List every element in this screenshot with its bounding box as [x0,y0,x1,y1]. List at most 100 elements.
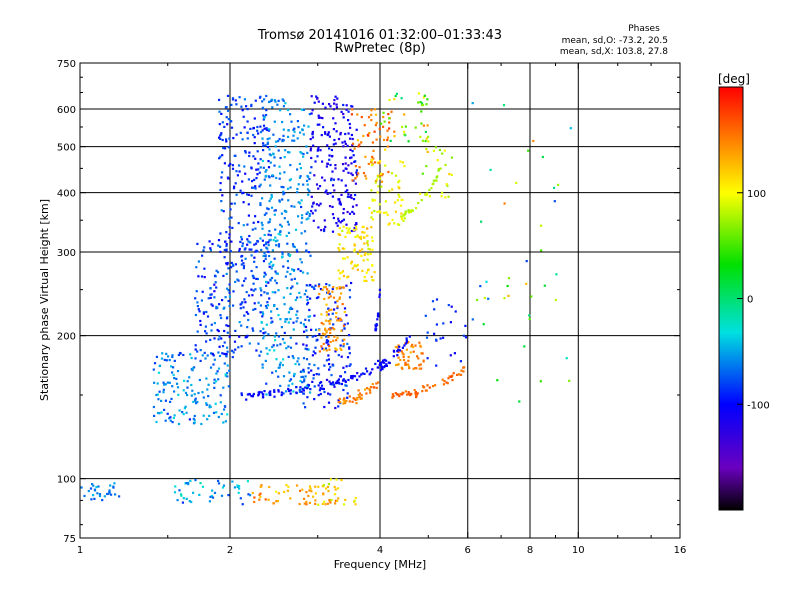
data-point [226,372,229,375]
data-point [164,399,167,402]
data-point [218,335,221,338]
data-point [279,343,282,346]
data-point [287,345,290,348]
data-point [298,363,301,366]
data-point [356,234,359,237]
data-point [163,358,166,361]
data-point [254,157,257,160]
data-point [274,279,277,282]
data-point [351,210,354,213]
data-point [290,287,293,290]
data-point [302,389,305,392]
data-point [265,127,268,130]
data-point [169,400,172,403]
data-point [317,394,320,397]
data-point [259,330,262,333]
data-point [344,156,347,159]
data-point [309,487,312,490]
data-point [233,185,236,188]
data-point [217,367,221,370]
data-point [403,130,406,133]
data-point [569,127,572,130]
data-point [347,164,350,167]
data-point [366,241,369,244]
data-point [308,363,311,366]
data-point [270,206,274,209]
data-point [238,249,241,252]
data-point [259,95,262,98]
data-point [450,156,453,159]
data-point [427,140,430,143]
data-point [297,215,300,218]
data-point [234,99,237,102]
data-point [199,482,202,485]
data-point [194,397,197,400]
data-point [263,98,266,101]
data-point [355,225,358,228]
data-point [376,315,380,318]
data-point [315,95,318,98]
data-point [215,372,218,375]
data-point [244,301,247,304]
data-point [420,102,424,105]
data-point [437,168,440,171]
data-point [323,500,326,503]
data-point [321,288,324,291]
data-point [251,294,254,297]
data-point [343,140,346,143]
data-point [257,301,260,304]
data-point [362,134,365,138]
data-point [201,290,204,293]
data-point [205,332,208,335]
data-point [378,174,382,177]
data-point [385,364,388,367]
data-point [107,492,110,495]
data-point [333,328,336,331]
data-point [168,359,171,362]
data-point [328,368,331,371]
data-point [319,392,322,396]
data-point [322,348,326,351]
data-point [348,395,351,398]
data-point [397,181,400,184]
data-point [257,220,260,224]
data-point [181,411,184,414]
data-point [230,126,234,129]
data-point [260,289,263,292]
data-point [186,386,189,389]
data-point [228,137,231,140]
data-point [324,328,327,332]
data-point [321,117,324,120]
data-point [313,314,316,317]
data-point [339,318,343,321]
data-point [195,402,198,405]
data-point [350,375,353,378]
data-point [403,165,406,168]
data-point [300,221,303,224]
data-point [304,325,308,329]
data-point [223,405,226,408]
data-point [350,105,353,108]
data-point [415,367,418,370]
data-point [302,402,305,405]
data-point [334,488,337,491]
data-point [302,183,305,186]
data-point [301,217,304,220]
data-point [223,125,226,128]
data-point [259,203,262,207]
colorbar-tick-label: -100 [747,400,770,411]
data-point [228,233,231,236]
data-point [212,354,215,357]
data-point [311,212,314,215]
data-point [507,294,510,297]
data-point [325,359,328,362]
data-point [320,345,323,348]
data-point [405,348,408,351]
data-point [363,276,366,279]
data-point [328,322,331,325]
data-point [356,396,359,400]
data-point [253,500,256,504]
data-point [225,138,228,141]
data-point [354,235,357,238]
data-point [407,211,410,214]
